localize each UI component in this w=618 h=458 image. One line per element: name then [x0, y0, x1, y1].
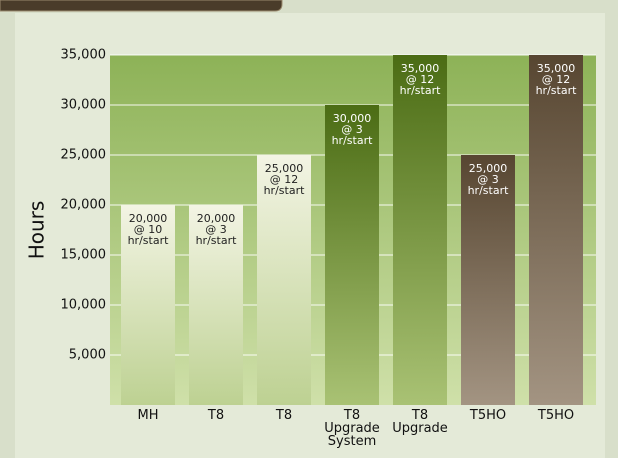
value-label: 30,000 @ 3 hr/start [332, 112, 374, 147]
x-tick-label: MH [138, 408, 159, 423]
bar [257, 155, 311, 405]
bar [121, 205, 175, 405]
x-tick-label: T5HO [537, 408, 574, 423]
y-tick-label: 20,000 [61, 198, 107, 213]
y-axis-title: Hours [25, 201, 49, 260]
y-tick-label: 10,000 [61, 298, 107, 313]
bar [325, 105, 379, 405]
bar [189, 205, 243, 405]
x-tick-label: T8 Upgrade System [324, 408, 380, 449]
value-label: 20,000 @ 10 hr/start [128, 212, 170, 247]
value-label: 35,000 @ 12 hr/start [400, 62, 442, 97]
x-tick-label: T8 [207, 408, 224, 423]
y-tick-label: 35,000 [61, 48, 107, 63]
x-tick-label: T8 [275, 408, 292, 423]
x-tick-label: T8 Upgrade [392, 408, 448, 436]
y-tick-label: 15,000 [61, 248, 107, 263]
value-label: 25,000 @ 12 hr/start [264, 162, 306, 197]
y-tick-label: 5,000 [69, 348, 106, 363]
y-tick-label: 25,000 [61, 148, 107, 163]
header-tab [0, 0, 283, 12]
x-tick-label: T5HO [469, 408, 506, 423]
bar [461, 155, 515, 405]
value-label: 20,000 @ 3 hr/start [196, 212, 238, 247]
value-label: 25,000 @ 3 hr/start [468, 162, 510, 197]
y-tick-label: 30,000 [61, 98, 107, 113]
bar [393, 55, 447, 405]
value-label: 35,000 @ 12 hr/start [536, 62, 578, 97]
bar [529, 55, 583, 405]
